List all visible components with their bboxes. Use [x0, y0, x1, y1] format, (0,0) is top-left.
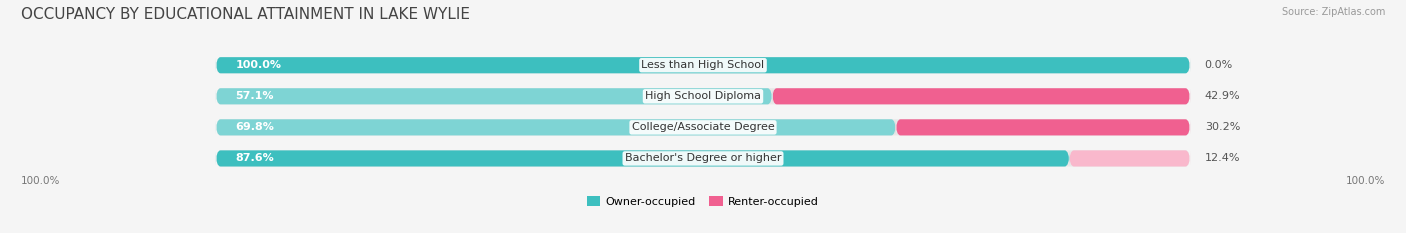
Text: 100.0%: 100.0%: [235, 60, 281, 70]
Text: College/Associate Degree: College/Associate Degree: [631, 122, 775, 132]
Text: 42.9%: 42.9%: [1205, 91, 1240, 101]
FancyBboxPatch shape: [217, 57, 1189, 73]
Text: 100.0%: 100.0%: [1346, 176, 1385, 186]
FancyBboxPatch shape: [217, 119, 1189, 135]
Text: Source: ZipAtlas.com: Source: ZipAtlas.com: [1281, 7, 1385, 17]
FancyBboxPatch shape: [217, 57, 1189, 73]
FancyBboxPatch shape: [217, 88, 1189, 104]
Text: 0.0%: 0.0%: [1205, 60, 1233, 70]
FancyBboxPatch shape: [772, 88, 1189, 104]
FancyBboxPatch shape: [217, 150, 1189, 167]
Text: 30.2%: 30.2%: [1205, 122, 1240, 132]
Text: OCCUPANCY BY EDUCATIONAL ATTAINMENT IN LAKE WYLIE: OCCUPANCY BY EDUCATIONAL ATTAINMENT IN L…: [21, 7, 470, 22]
FancyBboxPatch shape: [217, 119, 896, 135]
Text: 69.8%: 69.8%: [235, 122, 274, 132]
FancyBboxPatch shape: [217, 88, 772, 104]
Text: High School Diploma: High School Diploma: [645, 91, 761, 101]
Text: 100.0%: 100.0%: [21, 176, 60, 186]
Text: 87.6%: 87.6%: [235, 154, 274, 163]
FancyBboxPatch shape: [217, 150, 1070, 167]
FancyBboxPatch shape: [896, 119, 1189, 135]
Text: Bachelor's Degree or higher: Bachelor's Degree or higher: [624, 154, 782, 163]
FancyBboxPatch shape: [1070, 150, 1189, 167]
Text: 57.1%: 57.1%: [235, 91, 274, 101]
Text: 12.4%: 12.4%: [1205, 154, 1240, 163]
Text: Less than High School: Less than High School: [641, 60, 765, 70]
Legend: Owner-occupied, Renter-occupied: Owner-occupied, Renter-occupied: [586, 196, 820, 207]
